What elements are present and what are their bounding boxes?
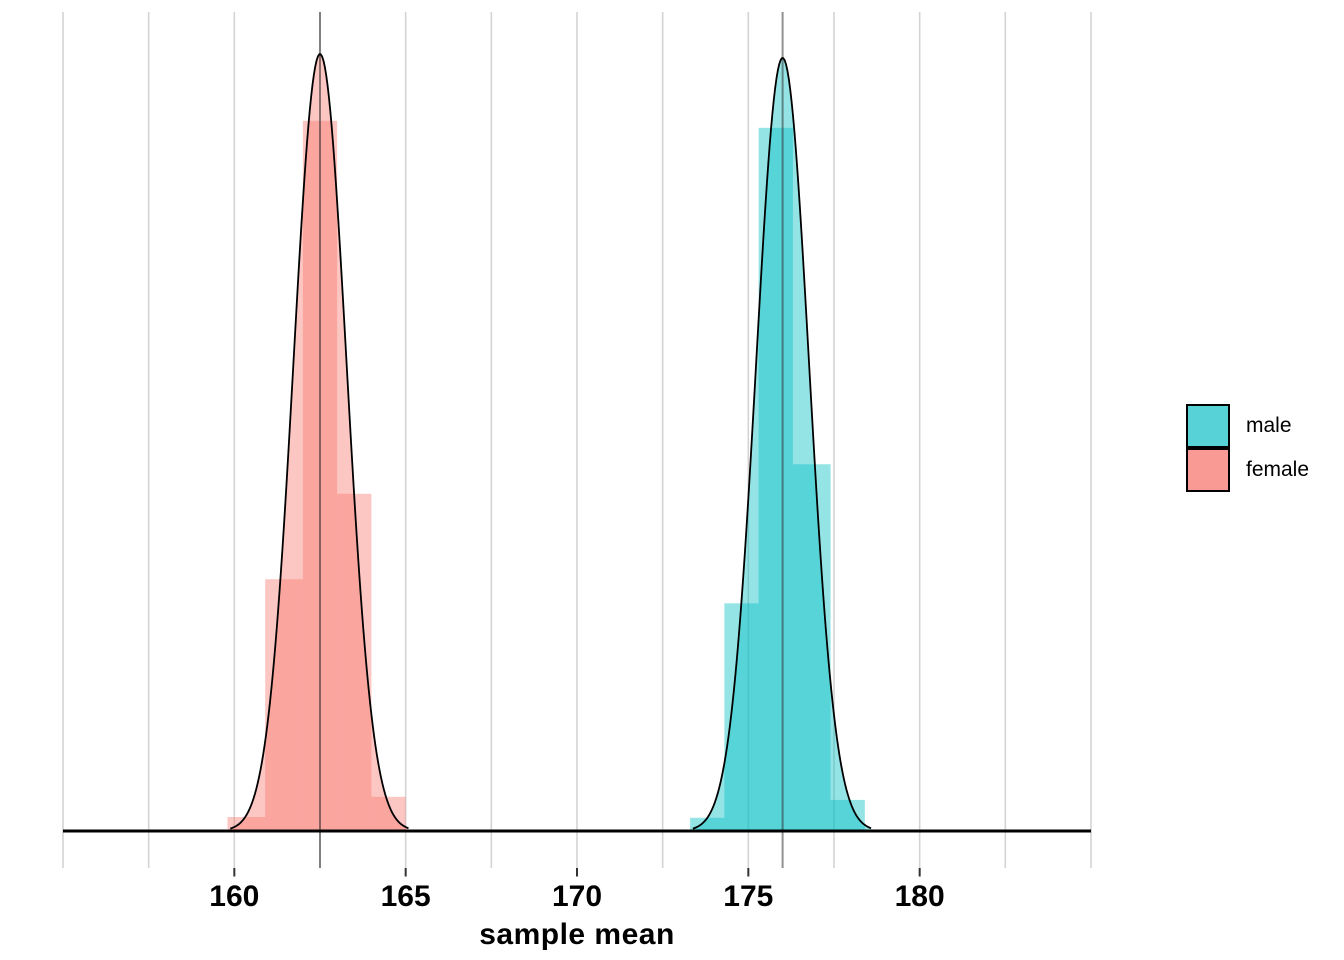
histogram-bar-female <box>265 579 303 831</box>
legend-label-female: female <box>1246 458 1310 481</box>
histogram-bar-male <box>792 464 831 831</box>
histogram-bar-male <box>690 817 725 831</box>
legend-item-male: male <box>1186 404 1309 448</box>
legend-key-female <box>1186 448 1230 492</box>
histogram-bar-male <box>758 127 793 831</box>
histogram-bar-male <box>830 799 865 831</box>
histogram-bar-female <box>227 817 266 831</box>
x-axis-title: sample mean <box>479 918 675 951</box>
legend-item-female: female <box>1186 448 1309 492</box>
legend: male female <box>1186 404 1309 492</box>
x-tick-label: 180 <box>895 880 945 913</box>
legend-label-male: male <box>1246 414 1292 437</box>
legend-key-male <box>1186 404 1230 448</box>
x-tick-label: 160 <box>209 880 259 913</box>
x-tick-label: 175 <box>723 880 773 913</box>
density-curve-male <box>692 57 872 830</box>
x-tick-label: 165 <box>381 880 431 913</box>
density-curve-female <box>230 53 409 830</box>
x-tick-label: 170 <box>552 880 602 913</box>
